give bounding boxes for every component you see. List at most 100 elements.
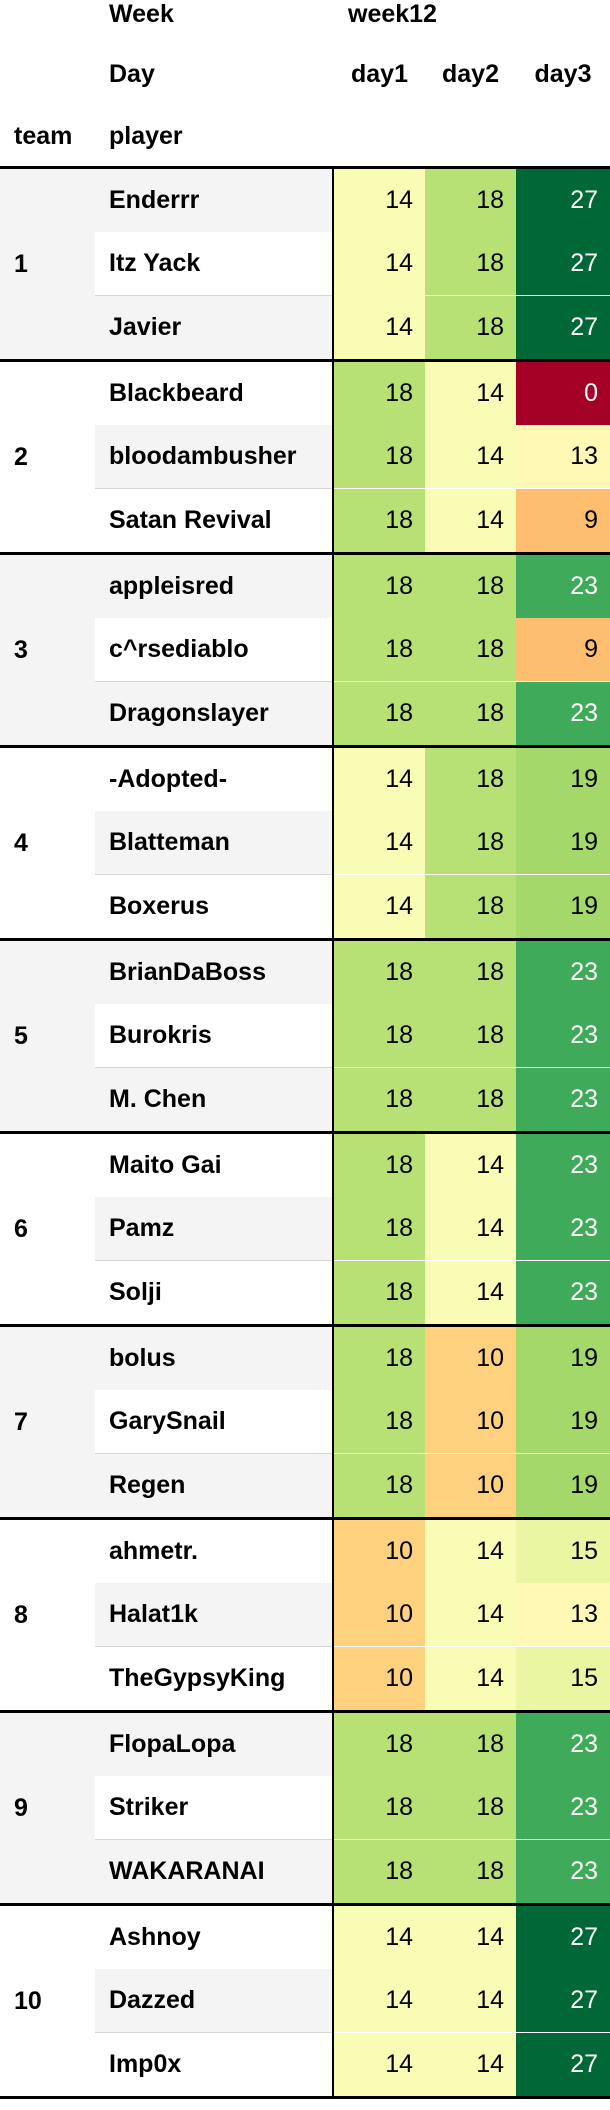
value-cell-day2: 14 — [425, 361, 516, 425]
value-cell-day3: 23 — [516, 1067, 610, 1131]
player-cell-bg — [95, 1583, 332, 1646]
value-cell-day2: 14 — [425, 1260, 516, 1324]
player-name: Imp0x — [109, 2049, 182, 2078]
player-cell-bg — [95, 1519, 332, 1583]
player-name: FlopaLopa — [109, 1729, 236, 1758]
table-row: Enderrr 14 18 27 — [0, 168, 610, 232]
value-cell-day1: 18 — [334, 425, 425, 488]
value-cell-day1: 14 — [334, 295, 425, 359]
value-cell-day1: 18 — [334, 1260, 425, 1324]
value-cell-day1: 18 — [334, 1712, 425, 1776]
value-cell-day3: 19 — [516, 1453, 610, 1517]
value-cell-day1: 18 — [334, 361, 425, 425]
player-name: Solji — [109, 1277, 162, 1306]
player-cell-bg — [95, 1969, 332, 2032]
value-cell-day2: 18 — [425, 1776, 516, 1839]
player-name: -Adopted- — [109, 764, 228, 793]
team-block-2: 2 Blackbeard 18 14 0 bloodambusher 18 14 13 Satan… — [0, 361, 610, 552]
team-separator — [0, 1902, 610, 1906]
table-row: -Adopted- 14 18 19 — [0, 747, 610, 811]
value-cell-day1: 18 — [334, 1326, 425, 1390]
player-cell-bg — [95, 554, 332, 618]
value-cell-day1: 18 — [334, 1776, 425, 1839]
player-name: TheGypsyKing — [109, 1663, 286, 1692]
team-separator — [0, 1130, 610, 1134]
player-cell-bg — [95, 1197, 332, 1260]
day-header-2: day2 — [442, 60, 499, 88]
table-row: Burokris 18 18 23 — [0, 1004, 610, 1067]
value-cell-day3: 23 — [516, 940, 610, 1004]
value-cell-day2: 18 — [425, 232, 516, 295]
value-cell-day3: 19 — [516, 747, 610, 811]
table-row: Itz Yack 14 18 27 — [0, 232, 610, 295]
team-block-6: 6 Maito Gai 18 14 23 Pamz 18 14 23 Solji 18 14 23 — [0, 1133, 610, 1324]
table-row: M. Chen 18 18 23 — [0, 1067, 610, 1131]
player-cell-bg — [95, 168, 332, 232]
value-cell-day1: 18 — [334, 618, 425, 681]
value-cell-day3: 13 — [516, 425, 610, 488]
value-cell-day3: 27 — [516, 1969, 610, 2032]
player-name: Pamz — [109, 1214, 175, 1242]
value-cell-day2: 18 — [425, 811, 516, 874]
team-separator — [0, 551, 610, 555]
value-cell-day3: 19 — [516, 1390, 610, 1453]
value-cell-day3: 23 — [516, 1260, 610, 1324]
team-separator — [0, 165, 610, 169]
table-row: Javier 14 18 27 — [0, 295, 610, 359]
player-name: M. Chen — [109, 1084, 207, 1113]
team-separator — [0, 1709, 610, 1713]
table-row: Dragonslayer 18 18 23 — [0, 681, 610, 745]
value-cell-day2: 14 — [425, 425, 516, 488]
value-cell-day2: 18 — [425, 940, 516, 1004]
value-cell-day2: 14 — [425, 2032, 516, 2096]
table-row: appleisred 18 18 23 — [0, 554, 610, 618]
value-cell-day1: 14 — [334, 2032, 425, 2096]
value-cell-day2: 18 — [425, 554, 516, 618]
week-header-label: Week — [109, 0, 174, 28]
team-label: 3 — [14, 635, 28, 664]
table-row: Maito Gai 18 14 23 — [0, 1133, 610, 1197]
player-name: Blackbeard — [109, 378, 244, 407]
table-row: Solji 18 14 23 — [0, 1260, 610, 1324]
day-header-3: day3 — [534, 60, 592, 88]
team-separator — [0, 1516, 610, 1520]
value-cell-day1: 18 — [334, 1004, 425, 1067]
value-cell-day3: 9 — [516, 618, 610, 681]
player-cell-bg — [95, 747, 332, 811]
team-block-3: 3 appleisred 18 18 23 c^rsediablo 18 18 9 Dragons… — [0, 554, 610, 745]
player-cell-bg — [95, 1453, 332, 1517]
value-cell-day1: 18 — [334, 1197, 425, 1260]
value-cell-day2: 10 — [425, 1390, 516, 1453]
value-cell-day2: 14 — [425, 1969, 516, 2032]
value-cell-day1: 10 — [334, 1519, 425, 1583]
value-cell-day2: 18 — [425, 1067, 516, 1131]
player-cell-bg — [95, 1646, 332, 1710]
table-row: Imp0x 14 14 27 — [0, 2032, 610, 2096]
team-block-5: 5 BrianDaBoss 18 18 23 Burokris 18 18 23 M. Chen 1… — [0, 940, 610, 1131]
value-cell-day3: 23 — [516, 1004, 610, 1067]
table-row: bolus 18 10 19 — [0, 1326, 610, 1390]
value-cell-day2: 18 — [425, 747, 516, 811]
player-cell-bg — [95, 1839, 332, 1903]
value-cell-day2: 18 — [425, 295, 516, 359]
player-cell-bg — [95, 1326, 332, 1390]
team-label: 6 — [14, 1214, 28, 1243]
value-cell-day3: 19 — [516, 1326, 610, 1390]
table-row: TheGypsyKing 10 14 15 — [0, 1646, 610, 1710]
table-row: Regen 18 10 19 — [0, 1453, 610, 1517]
value-cell-day2: 18 — [425, 1712, 516, 1776]
table-row: ahmetr. 10 14 15 — [0, 1519, 610, 1583]
player-name: Halat1k — [109, 1600, 198, 1628]
player-cell-bg — [95, 681, 332, 745]
team-block-4: 4 -Adopted- 14 18 19 Blatteman 14 18 19 Boxerus 14… — [0, 747, 610, 938]
value-cell-day1: 18 — [334, 554, 425, 618]
value-cell-day3: 27 — [516, 295, 610, 359]
table-row: Striker 18 18 23 — [0, 1776, 610, 1839]
value-cell-day3: 23 — [516, 1839, 610, 1903]
table-row: Ashnoy 14 14 27 — [0, 1905, 610, 1969]
player-cell-bg — [95, 425, 332, 488]
player-index-header: player — [109, 122, 183, 150]
team-block-7: 7 bolus 18 10 19 GarySnail 18 10 19 Regen 18 10 19 — [0, 1326, 610, 1517]
value-cell-day2: 10 — [425, 1326, 516, 1390]
